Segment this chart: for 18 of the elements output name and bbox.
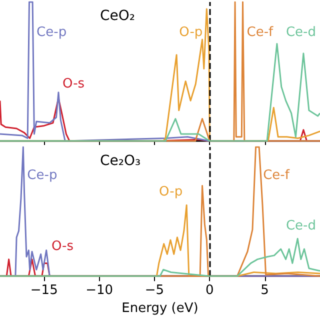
series-label: Ce-d bbox=[286, 25, 316, 40]
series-label: Ce-f bbox=[263, 168, 290, 183]
series-label: O-s bbox=[51, 238, 74, 254]
series-label: O-p bbox=[159, 184, 183, 200]
x-tick-label: −15 bbox=[30, 283, 58, 298]
series-label: O-p bbox=[179, 25, 203, 40]
series-label: Ce-p bbox=[36, 25, 67, 40]
x-tick-label: 5 bbox=[260, 283, 269, 298]
series-label: Ce-p bbox=[27, 168, 58, 183]
x-tick-label: −10 bbox=[86, 283, 114, 298]
x-tick-label: 0 bbox=[206, 283, 214, 298]
series-label: O-s bbox=[62, 76, 85, 92]
text: CeO₂ bbox=[100, 8, 136, 24]
chart-title: Ce₂O₃ bbox=[100, 153, 141, 169]
x-tick-label: −5 bbox=[144, 283, 164, 298]
series-label: Ce-d bbox=[286, 218, 316, 234]
series-label: Ce-f bbox=[246, 25, 274, 40]
x-axis-title: Energy (eV) bbox=[122, 301, 198, 316]
